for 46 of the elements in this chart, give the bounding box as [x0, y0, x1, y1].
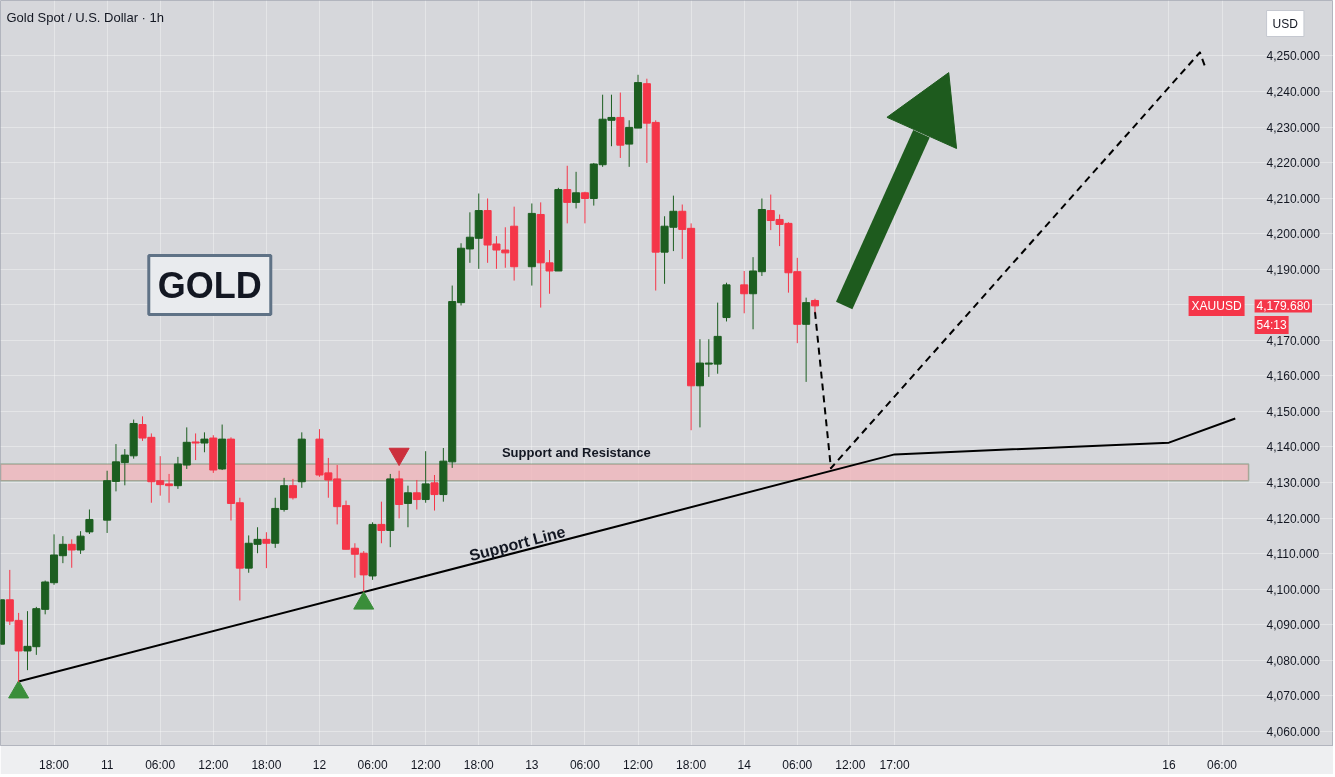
annotation: 4,179.680	[1256, 299, 1311, 314]
y-tick-label: 4,140.000	[1266, 440, 1321, 455]
x-tick-label: 12:00	[410, 757, 441, 772]
x-tick-label: 13	[525, 757, 539, 772]
x-tick-label: 06:00	[569, 757, 601, 772]
y-tick-label: 4,100.000	[1266, 582, 1321, 597]
x-tick-label: 18:00	[463, 757, 495, 772]
x-tick-label: 12:00	[623, 757, 654, 772]
y-axis-title: USD	[1272, 16, 1299, 31]
y-tick-label: 4,220.000	[1266, 156, 1321, 171]
y-tick-label: 4,120.000	[1266, 511, 1321, 526]
annotation: Support Line	[467, 522, 568, 565]
annotation: XAUUSD	[1191, 298, 1242, 313]
x-tick-label: 17:00	[879, 757, 910, 772]
y-tick-label: 4,230.000	[1266, 120, 1321, 135]
y-tick-label: 4,080.000	[1266, 653, 1321, 668]
x-tick-label: 06:00	[1207, 757, 1238, 772]
y-tick-label: 4,190.000	[1266, 262, 1321, 277]
y-tick-label: 4,110.000	[1266, 547, 1320, 562]
y-tick-label: 4,250.000	[1266, 49, 1321, 64]
x-tick-label: 06:00	[145, 757, 176, 772]
x-tick-label: 06:00	[782, 757, 813, 772]
annotation: 54:13	[1256, 317, 1287, 332]
y-tick-label: 4,150.000	[1266, 404, 1321, 419]
y-tick-label: 4,070.000	[1266, 689, 1321, 704]
x-tick-label: 11	[100, 757, 114, 772]
y-tick-label: 4,210.000	[1266, 191, 1321, 206]
y-tick-label: 4,130.000	[1266, 475, 1321, 490]
x-tick-label: 12:00	[835, 757, 866, 772]
text: Gold Spot / U.S. Dollar · 1h	[6, 9, 165, 25]
annotation: GOLD	[157, 264, 262, 306]
y-tick-label: 4,240.000	[1266, 84, 1321, 99]
x-tick-label: 14	[737, 757, 752, 772]
band-label: Support and Resistance	[501, 444, 651, 460]
x-tick-label: 12	[312, 757, 327, 772]
y-tick-label: 4,200.000	[1266, 227, 1321, 242]
x-tick-label: 18:00	[39, 757, 70, 772]
x-tick-label: 12:00	[198, 757, 229, 772]
y-tick-label: 4,060.000	[1266, 724, 1321, 739]
x-tick-label: 18:00	[676, 757, 707, 772]
x-tick-label: 16	[1162, 757, 1176, 772]
y-tick-label: 4,090.000	[1266, 618, 1321, 633]
x-tick-label: 18:00	[251, 757, 282, 772]
y-tick-label: 4,160.000	[1266, 369, 1321, 384]
y-tick-label: 4,170.000	[1266, 333, 1321, 348]
x-tick-label: 06:00	[357, 757, 388, 772]
